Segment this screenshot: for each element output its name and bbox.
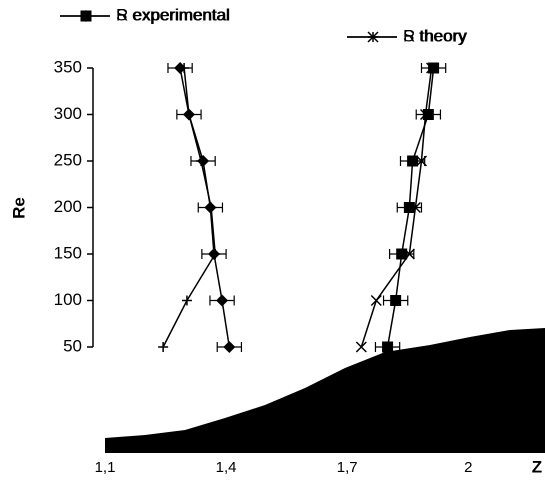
x-tick-label: 1,7 [337, 459, 358, 476]
data-point [419, 108, 432, 121]
data-point [196, 156, 207, 166]
y-tick-label: 150 [54, 243, 82, 262]
x-tick-label: 1,1 [95, 459, 116, 476]
legend-label: S experimental [116, 5, 229, 24]
data-point [382, 341, 394, 353]
data-point [415, 155, 428, 167]
data-point [407, 155, 419, 167]
data-point [426, 62, 438, 74]
data-point [179, 63, 190, 73]
y-tick-label: 200 [54, 197, 82, 216]
background-shape [105, 328, 545, 453]
y-tick-label: 350 [54, 57, 82, 76]
data-point [403, 248, 415, 260]
x-tick-label: 2 [464, 459, 472, 476]
legend-label: R experimental [116, 5, 230, 24]
data-point [183, 109, 194, 120]
legend-label: S theory [403, 26, 467, 45]
data-point [158, 342, 169, 352]
data-point [370, 294, 382, 307]
data-point [216, 294, 229, 307]
data-point [223, 341, 236, 353]
data-point [210, 249, 221, 259]
data-point [206, 202, 217, 213]
data-point [181, 295, 192, 306]
data-point [428, 62, 440, 74]
legend-marker [367, 31, 379, 43]
data-point [390, 295, 402, 306]
x-axis-title: Z [532, 457, 542, 476]
y-tick-label: 250 [54, 150, 82, 169]
y-tick-label: 300 [54, 104, 82, 123]
data-point [409, 201, 421, 214]
legend-label: R theory [403, 26, 468, 45]
x-tick-label: 1,4 [216, 459, 237, 476]
data-point [396, 248, 408, 260]
data-point [422, 109, 434, 120]
y-axis-title: Re [9, 197, 28, 219]
data-point [355, 341, 367, 353]
data-point [403, 202, 415, 213]
y-tick-label: 100 [54, 290, 82, 309]
legend-marker [80, 10, 92, 22]
y-tick-label: 50 [63, 336, 82, 355]
